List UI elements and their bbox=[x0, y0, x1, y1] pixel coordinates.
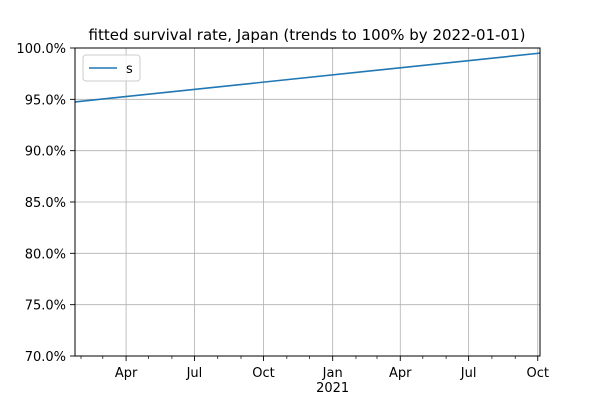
legend-label: s bbox=[126, 62, 133, 77]
x-tick-label: Jul bbox=[460, 366, 477, 381]
x-tick-label: Apr bbox=[389, 366, 412, 381]
x-tick-label: Oct bbox=[527, 366, 549, 381]
axes: Apr Jul Oct Jan Apr Jul Oct 2021 70.0% 75.0% 80.0%… bbox=[16, 42, 549, 396]
x-tick-label: Jul bbox=[186, 366, 203, 381]
series-line bbox=[74, 52, 541, 103]
chart-title: fitted survival rate, Japan (trends to 1… bbox=[89, 26, 526, 44]
x-year-label: 2021 bbox=[316, 381, 349, 396]
y-tick-label: 100.0% bbox=[16, 42, 66, 57]
plot-area bbox=[74, 52, 541, 103]
y-tick-label: 75.0% bbox=[25, 299, 66, 314]
legend: s bbox=[82, 54, 141, 82]
y-tick-label: 80.0% bbox=[25, 247, 66, 262]
y-tick-label: 85.0% bbox=[25, 196, 66, 211]
y-tick-label: 90.0% bbox=[25, 145, 66, 160]
y-tick-label: 70.0% bbox=[25, 350, 66, 365]
x-tick-label: Jan bbox=[322, 366, 343, 381]
x-tick-label: Apr bbox=[115, 366, 138, 381]
y-tick-label: 95.0% bbox=[25, 93, 66, 108]
x-tick-label: Oct bbox=[252, 366, 274, 381]
